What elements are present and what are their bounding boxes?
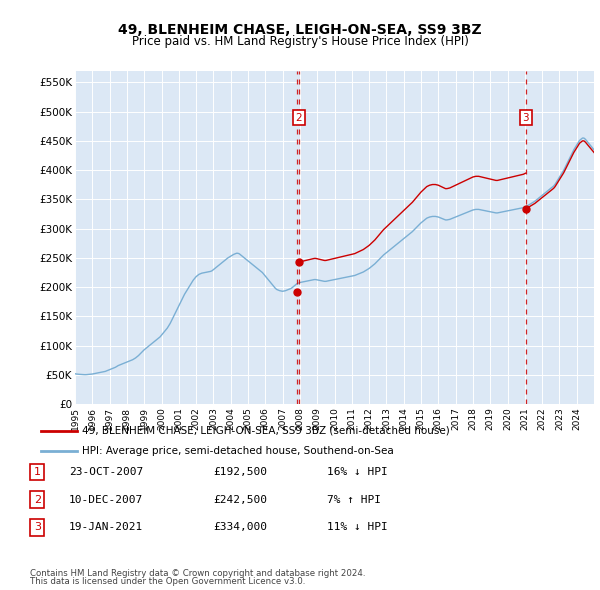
Text: Price paid vs. HM Land Registry's House Price Index (HPI): Price paid vs. HM Land Registry's House … — [131, 35, 469, 48]
Text: 23-OCT-2007: 23-OCT-2007 — [69, 467, 143, 477]
Text: 7% ↑ HPI: 7% ↑ HPI — [327, 495, 381, 504]
Text: 11% ↓ HPI: 11% ↓ HPI — [327, 523, 388, 532]
Text: 3: 3 — [34, 523, 41, 532]
Text: 10-DEC-2007: 10-DEC-2007 — [69, 495, 143, 504]
Text: 49, BLENHEIM CHASE, LEIGH-ON-SEA, SS9 3BZ (semi-detached house): 49, BLENHEIM CHASE, LEIGH-ON-SEA, SS9 3B… — [82, 426, 450, 436]
Text: Contains HM Land Registry data © Crown copyright and database right 2024.: Contains HM Land Registry data © Crown c… — [30, 569, 365, 578]
Text: £192,500: £192,500 — [213, 467, 267, 477]
Text: £334,000: £334,000 — [213, 523, 267, 532]
Text: This data is licensed under the Open Government Licence v3.0.: This data is licensed under the Open Gov… — [30, 577, 305, 586]
Text: 3: 3 — [523, 113, 529, 123]
Text: 49, BLENHEIM CHASE, LEIGH-ON-SEA, SS9 3BZ: 49, BLENHEIM CHASE, LEIGH-ON-SEA, SS9 3B… — [118, 22, 482, 37]
Text: 19-JAN-2021: 19-JAN-2021 — [69, 523, 143, 532]
Text: 2: 2 — [296, 113, 302, 123]
Text: HPI: Average price, semi-detached house, Southend-on-Sea: HPI: Average price, semi-detached house,… — [82, 446, 394, 456]
Text: 2: 2 — [34, 495, 41, 504]
Text: £242,500: £242,500 — [213, 495, 267, 504]
Text: 16% ↓ HPI: 16% ↓ HPI — [327, 467, 388, 477]
Text: 1: 1 — [34, 467, 41, 477]
